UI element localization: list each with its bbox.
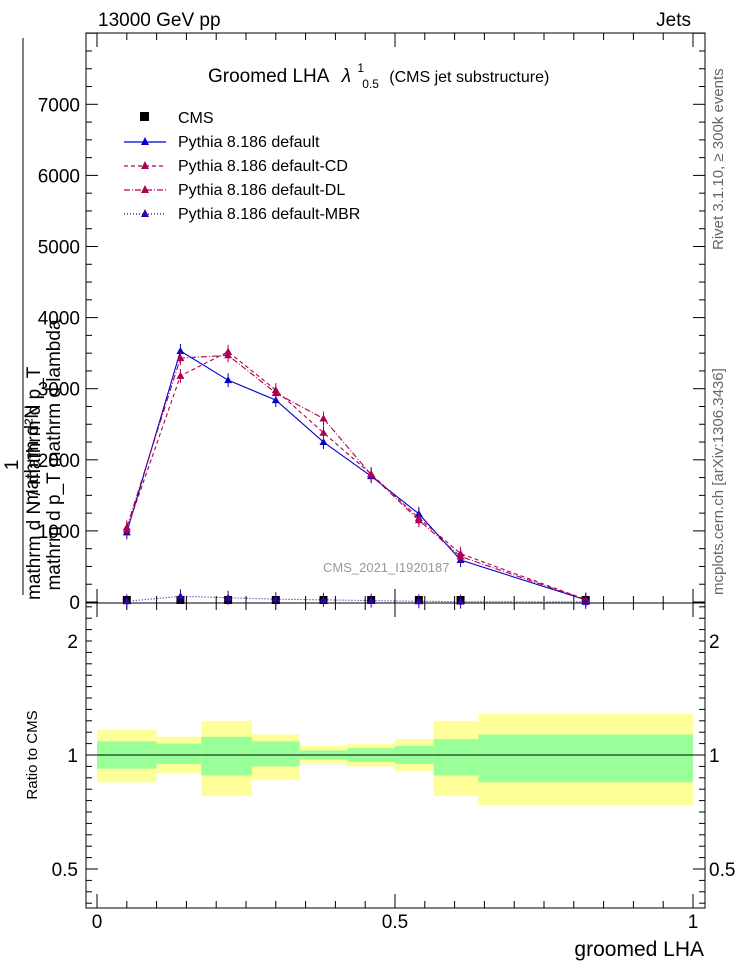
series-marker [122, 523, 131, 531]
legend-marker-dl [141, 185, 149, 193]
energy-label: 13000 GeV pp [98, 10, 221, 31]
ratio-y-tick-label-1-right: 1 [709, 746, 720, 767]
ratio-y-tick-label-2-right: 2 [709, 632, 720, 653]
series-marker [176, 371, 185, 379]
y-tick-label-7000: 7000 [38, 95, 80, 116]
ratio-y-tick-label-05-right: 0.5 [709, 860, 735, 881]
legend-marker-mbr [141, 209, 149, 217]
ratio-band-inner-7 [433, 739, 479, 776]
series-marker [122, 597, 131, 605]
chart-title-symbol: λ [341, 66, 351, 87]
y-axis-label-numerator-top: mathrm d²N [22, 405, 43, 505]
series-marker [271, 595, 280, 603]
legend: CMS Pythia 8.186 default Pythia 8.186 de… [124, 110, 360, 223]
y-tick-label-2000: 2000 [38, 451, 80, 472]
series-marker [414, 516, 423, 524]
series-line-2 [126, 351, 586, 601]
chart-title-sup: 1 [357, 61, 364, 75]
legend-label-mbr: Pythia 8.186 default-MBR [178, 206, 360, 223]
legend-label-cms: CMS [178, 110, 214, 127]
y-axis-label-denominator-top: mathrm d p_T mathrm d lambda [44, 319, 65, 590]
chart-title-sub: 0.5 [362, 77, 379, 91]
series-marker [367, 470, 376, 478]
series-marker [456, 552, 465, 560]
y-tick-label-6000: 6000 [38, 166, 80, 187]
y-axis-label-denominator: mathrm d N / mathrm d p_T [24, 366, 45, 600]
series-marker [319, 438, 328, 446]
series-marker [581, 597, 590, 605]
y-axis-label-numerator: 1 [2, 460, 23, 471]
legend-marker-cd [141, 161, 149, 169]
series-marker [319, 428, 328, 436]
series-marker [176, 347, 185, 355]
watermark: CMS_2021_I1920187 [323, 560, 450, 575]
legend-marker-default [141, 137, 149, 145]
series-line-4 [126, 595, 586, 603]
legend-label-default: Pythia 8.186 default [178, 134, 320, 151]
series-marker [456, 597, 465, 605]
ratio-y-tick-label-1-left: 1 [67, 746, 78, 767]
ratio-y-tick-label-2-left: 2 [67, 632, 78, 653]
x-tick-label-1: 1 [688, 912, 699, 933]
ratio-y-axis-label: Ratio to CMS [24, 710, 41, 799]
series-marker [319, 414, 328, 422]
ratio-bands [97, 713, 693, 806]
series-4 [122, 589, 590, 609]
series-marker [271, 388, 280, 396]
y-tick-label-3000: 3000 [38, 380, 80, 401]
legend-cms-marker [140, 112, 149, 121]
ratio-band-inner-3 [251, 741, 300, 767]
series-marker [414, 597, 423, 605]
x-tick-label-05: 0.5 [382, 912, 408, 933]
x-axis-label: groomed LHA [574, 938, 704, 961]
site-label: mcplots.cern.ch [arXiv:1306.3436] [710, 368, 727, 595]
main-axis-ticks [86, 32, 705, 603]
series-marker [224, 351, 233, 359]
series-marker [224, 593, 233, 601]
legend-label-dl: Pythia 8.186 default-DL [178, 182, 345, 199]
rivet-label: Rivet 3.1.10, ≥ 300k events [710, 68, 727, 250]
y-axis-label: mathrm d²N mathrm d p_T mathrm d lambda … [2, 38, 65, 600]
series-marker [319, 595, 328, 603]
y-tick-label-4000: 4000 [38, 309, 80, 330]
series-marker [367, 596, 376, 604]
chart-title-text: Groomed LHA [208, 66, 330, 87]
ratio-band-inner-2 [201, 736, 252, 776]
ratio-band-inner-1 [156, 743, 202, 765]
series-marker [176, 592, 185, 600]
series-marker [176, 354, 185, 362]
ratio-band-inner-8 [478, 734, 693, 783]
chart-title: Groomed LHA λ 1 0.5 (CMS jet substructur… [208, 56, 549, 93]
series-marker [224, 376, 233, 384]
y-tick-label-5000: 5000 [38, 238, 80, 259]
ratio-y-tick-label-05-left: 0.5 [52, 860, 78, 881]
legend-label-cd: Pythia 8.186 default-CD [178, 158, 348, 175]
ratio-axis-ticks [86, 603, 705, 908]
chart-title-suffix: (CMS jet substructure) [389, 69, 549, 86]
process-label: Jets [656, 10, 691, 31]
series-layer [122, 344, 590, 609]
y-tick-label-1000: 1000 [38, 522, 80, 543]
x-tick-label-0: 0 [92, 912, 103, 933]
y-tick-label-0: 0 [69, 593, 80, 614]
